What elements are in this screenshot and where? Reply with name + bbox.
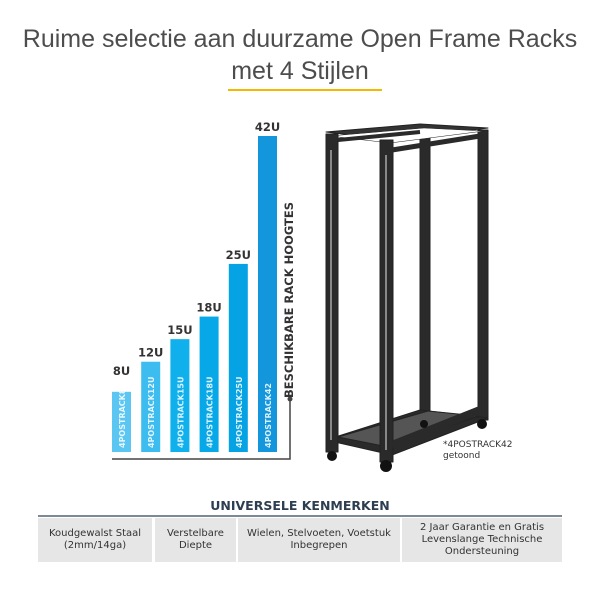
bar (170, 339, 190, 452)
category-label: 4POSTRACK12U (147, 377, 156, 449)
data-label: 8U (113, 364, 130, 378)
data-label: 25U (226, 248, 251, 262)
category-label: 4POSTRACK18U (206, 377, 215, 449)
data-label: 42U (255, 120, 280, 134)
category-label: 4POSTRACK15U (176, 377, 185, 449)
category-label: 4POSTRACK42 (264, 383, 273, 448)
note-line-1: *4POSTRACK42 (443, 440, 513, 450)
page-title-line-2: met 4 Stijlen (231, 57, 369, 85)
title-underline (228, 89, 382, 91)
features-title: UNIVERSELE KENMERKEN (210, 498, 390, 513)
axis-bracket (112, 400, 291, 460)
feature-cell: 2 Jaar Garantie en Gratis Levenslange Te… (402, 518, 562, 562)
data-label: 15U (167, 323, 192, 337)
data-label: 18U (196, 301, 221, 315)
category-label: 4POSTRACK8U (118, 382, 127, 448)
image-note: *4POSTRACK42 getoond (443, 440, 512, 462)
bar (228, 263, 248, 452)
data-label: 12U (138, 346, 163, 360)
feature-cell: Wielen, Stelvoeten, Voetstuk Inbegrepen (238, 518, 400, 562)
feature-cell: Verstelbare Diepte (155, 518, 236, 562)
axis-dot (287, 396, 293, 402)
bar (141, 361, 161, 452)
bar (199, 316, 219, 452)
bar (258, 136, 277, 452)
note-line-2: getoond (443, 451, 481, 461)
category-label: 4POSTRACK25U (235, 377, 244, 449)
features-divider (38, 515, 562, 517)
bar (112, 391, 131, 452)
page-title-line-1: Ruime selectie aan duurzame Open Frame R… (22, 25, 578, 53)
feature-cell: Koudgewalst Staal (2mm/14ga) (38, 518, 152, 562)
